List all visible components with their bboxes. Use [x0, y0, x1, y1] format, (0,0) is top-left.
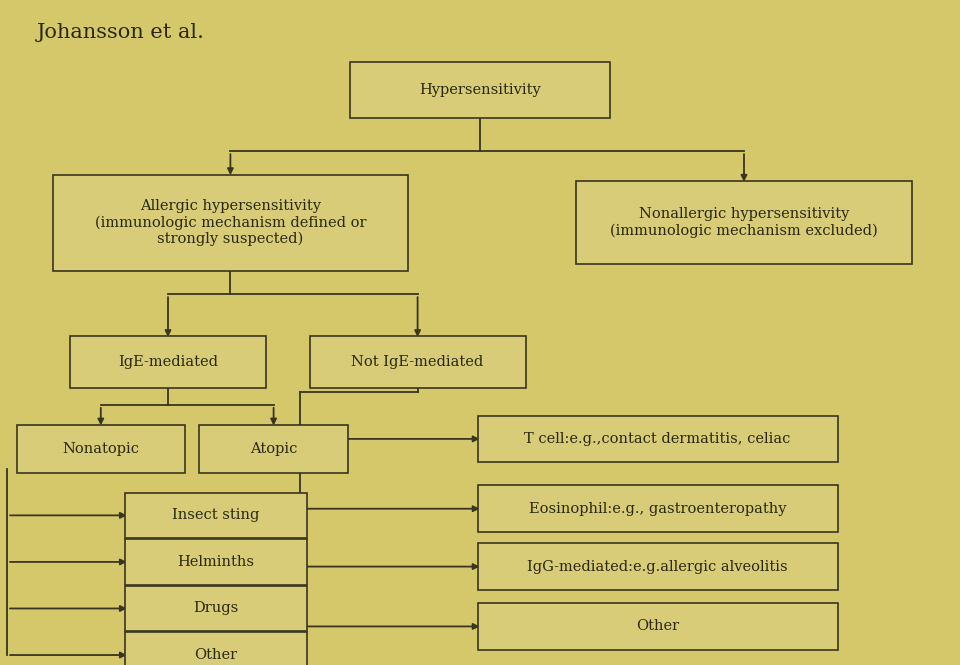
Text: Drugs: Drugs [193, 601, 239, 616]
FancyBboxPatch shape [69, 336, 266, 388]
FancyBboxPatch shape [478, 603, 837, 650]
FancyBboxPatch shape [309, 336, 526, 388]
FancyBboxPatch shape [125, 586, 307, 631]
Text: Eosinophil:e.g., gastroenteropathy: Eosinophil:e.g., gastroenteropathy [529, 501, 786, 516]
Text: Nonallergic hypersensitivity
(immunologic mechanism excluded): Nonallergic hypersensitivity (immunologi… [611, 207, 877, 238]
Text: Helminths: Helminths [178, 555, 254, 569]
Text: Insect sting: Insect sting [172, 508, 260, 523]
Text: Hypersensitivity: Hypersensitivity [420, 82, 540, 97]
FancyBboxPatch shape [125, 539, 307, 585]
Text: T cell:e.g.,contact dermatitis, celiac: T cell:e.g.,contact dermatitis, celiac [524, 432, 791, 446]
FancyBboxPatch shape [53, 174, 408, 271]
FancyBboxPatch shape [478, 416, 837, 462]
FancyBboxPatch shape [199, 425, 348, 473]
FancyBboxPatch shape [576, 181, 912, 264]
Text: Nonatopic: Nonatopic [62, 442, 139, 456]
FancyBboxPatch shape [125, 493, 307, 538]
Text: Other: Other [636, 619, 679, 634]
Text: Not IgE-mediated: Not IgE-mediated [351, 355, 484, 370]
FancyBboxPatch shape [350, 62, 610, 118]
Text: Johansson et al.: Johansson et al. [36, 23, 204, 43]
FancyBboxPatch shape [478, 543, 837, 590]
Text: Other: Other [195, 648, 237, 662]
Text: Atopic: Atopic [250, 442, 298, 456]
FancyBboxPatch shape [478, 485, 837, 532]
FancyBboxPatch shape [125, 632, 307, 665]
Text: Allergic hypersensitivity
(immunologic mechanism defined or
strongly suspected): Allergic hypersensitivity (immunologic m… [95, 199, 366, 247]
Text: IgE-mediated: IgE-mediated [118, 355, 218, 370]
Text: IgG-mediated:e.g.allergic alveolitis: IgG-mediated:e.g.allergic alveolitis [527, 559, 788, 574]
FancyBboxPatch shape [16, 425, 184, 473]
